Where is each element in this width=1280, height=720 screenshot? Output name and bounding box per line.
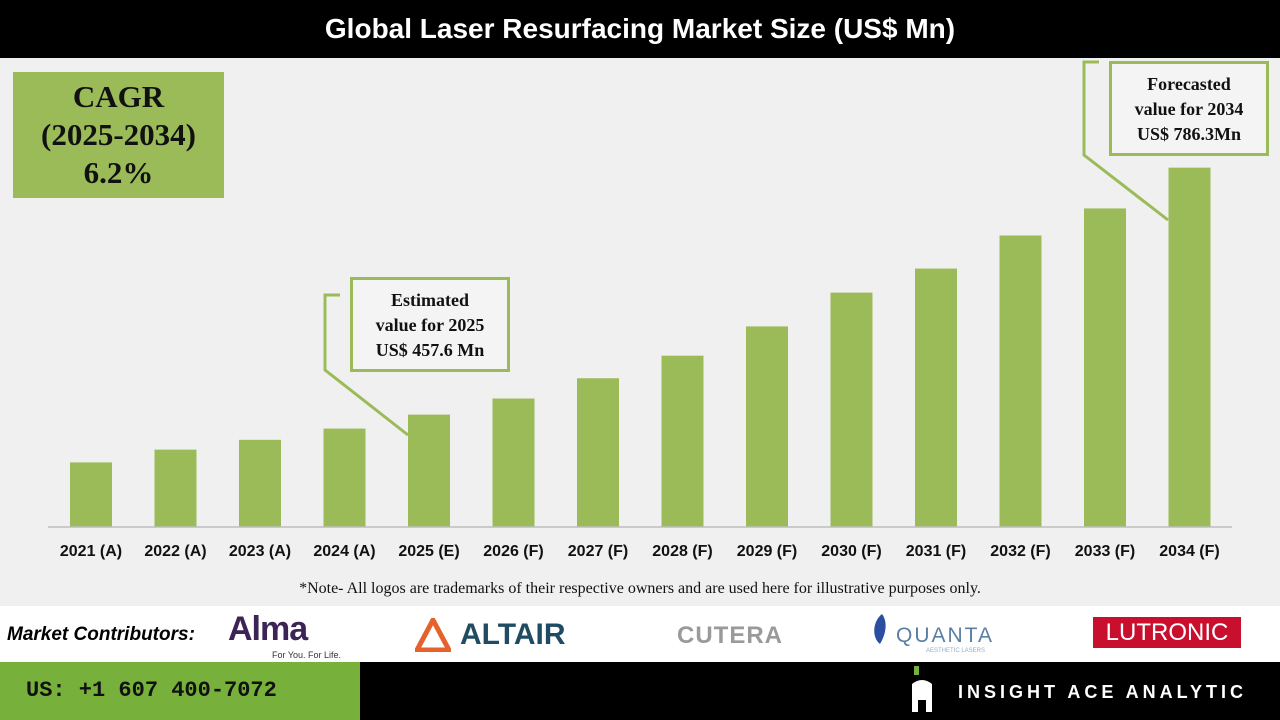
quanta-tagline: AESTHETIC LASERS (926, 648, 986, 654)
bar-2023 (239, 439, 281, 527)
phone-number: US: +1 607 400-7072 (0, 662, 360, 720)
brand-footer: INSIGHT ACE ANALYTIC (360, 662, 1280, 720)
bar-2033 (1084, 208, 1126, 528)
forecast-callout: Forecasted value for 2034 US$ 786.3Mn (1109, 61, 1269, 156)
x-tick-label: 2024 (A) (313, 543, 375, 560)
bar-2024 (323, 428, 366, 527)
market-contributors: Market Contributors: Alma For You. For L… (0, 606, 1280, 662)
bar-2022 (154, 449, 197, 527)
x-tick-label: 2021 (A) (60, 543, 122, 560)
callout-text: value for 2034 (1134, 99, 1244, 119)
x-tick-label: 2031 (F) (906, 543, 966, 560)
cagr-value: 6.2% (83, 155, 154, 190)
callout-text: Estimated (391, 290, 469, 310)
x-tick-label: 2027 (F) (568, 543, 628, 560)
cagr-label: CAGR (72, 79, 165, 114)
brand-name: INSIGHT ACE ANALYTIC (958, 682, 1248, 702)
bar-2031 (915, 268, 957, 527)
estimated-callout-connector (323, 293, 409, 437)
x-tick-label: 2032 (F) (990, 543, 1050, 560)
bar-2030 (830, 292, 873, 527)
alma-tagline: For You. For Life. (272, 650, 342, 660)
quanta-logo: QUANTA (896, 624, 994, 647)
altair-logo: ALTAIR (460, 618, 566, 651)
bar-2034 (1168, 167, 1211, 528)
x-tick-label: 2026 (F) (483, 543, 543, 560)
bar-2025 (408, 414, 450, 527)
x-tick-label: 2034 (F) (1159, 543, 1219, 560)
cagr-box: CAGR (2025-2034) 6.2% (13, 72, 224, 198)
x-tick-label: 2029 (F) (737, 543, 797, 560)
x-tick-label: 2023 (A) (229, 543, 291, 560)
altair-icon (415, 618, 451, 652)
cagr-period: (2025-2034) (41, 117, 196, 152)
alma-logo: Alma (228, 610, 308, 648)
callout-text: US$ 457.6 Mn (375, 340, 485, 360)
x-tick-label: 2028 (F) (652, 543, 712, 560)
chart-title: Global Laser Resurfacing Market Size (US… (0, 0, 1280, 58)
bar-2027 (577, 378, 619, 527)
callout-text: US$ 786.3Mn (1136, 124, 1241, 144)
x-tick-label: 2033 (F) (1075, 543, 1135, 560)
estimated-callout: Estimated value for 2025 US$ 457.6 Mn (350, 277, 510, 372)
x-tick-label: 2022 (A) (144, 543, 206, 560)
bar-2028 (661, 355, 704, 527)
bar-2029 (746, 326, 788, 527)
bar-2032 (999, 235, 1042, 527)
callout-text: value for 2025 (375, 315, 485, 335)
x-tick-label: 2030 (F) (821, 543, 881, 560)
trademark-note: *Note- All logos are trademarks of their… (299, 580, 981, 597)
contributors-label: Market Contributors: (7, 624, 195, 645)
insight-ace-logo-icon (912, 666, 932, 712)
bar-2021 (70, 462, 112, 527)
x-tick-label: 2025 (E) (398, 543, 459, 560)
callout-text: Forecasted (1147, 74, 1231, 94)
cutera-logo: CUTERA (677, 622, 783, 649)
forecast-callout-connector (1082, 60, 1169, 222)
lutronic-logo: LUTRONIC (1093, 617, 1241, 648)
butterfly-icon (874, 614, 886, 644)
bar-2026 (492, 398, 535, 527)
